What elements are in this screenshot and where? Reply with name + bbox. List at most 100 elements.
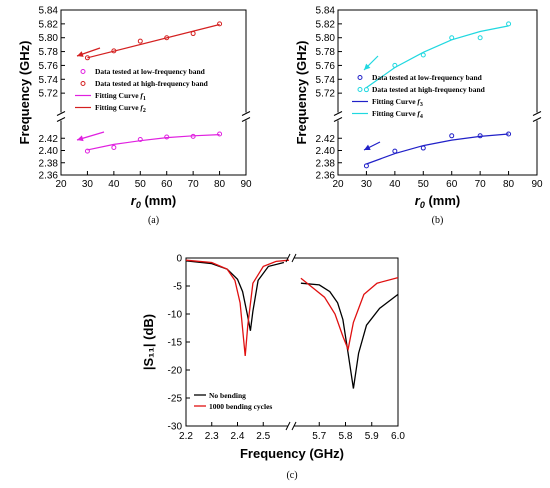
y-tick-label: 2.40 bbox=[316, 146, 336, 157]
axis-break-mark bbox=[285, 253, 291, 263]
legend-label: No bending bbox=[209, 391, 246, 400]
axis-break-gap bbox=[532, 112, 542, 121]
legend-label: Fitting Curve f4 bbox=[372, 109, 423, 120]
axis-break-mark bbox=[333, 117, 343, 122]
legend-label: Fitting Curve f2 bbox=[95, 103, 146, 114]
legend-swatch bbox=[80, 69, 86, 74]
data-point bbox=[137, 136, 143, 142]
y-tick-label: 5.76 bbox=[316, 61, 336, 72]
x-tick-label: 2.3 bbox=[205, 431, 219, 442]
y-tick-label: -15 bbox=[168, 338, 183, 349]
y-tick-label: 5.76 bbox=[39, 61, 59, 72]
data-point bbox=[363, 87, 369, 93]
panel-caption: (a) bbox=[148, 215, 159, 226]
legend-label: 1000 bending cycles bbox=[209, 402, 272, 411]
fit-curve bbox=[87, 23, 220, 59]
y-axis-label: Frequency (GHz) bbox=[294, 40, 309, 144]
fit-curve bbox=[366, 133, 509, 165]
y-tick-label: 5.74 bbox=[316, 75, 336, 86]
y-tick-label: -30 bbox=[168, 422, 183, 433]
y-tick-label: 2.38 bbox=[316, 158, 336, 169]
x-tick-label: 2.2 bbox=[179, 431, 193, 442]
y-tick-label: 5.78 bbox=[39, 47, 59, 58]
y-tick-label: 2.38 bbox=[39, 158, 59, 169]
data-point bbox=[84, 148, 90, 154]
x-tick-label: 5.8 bbox=[339, 431, 353, 442]
trend-arrow-head bbox=[77, 135, 84, 142]
x-tick-label: 90 bbox=[531, 179, 543, 190]
data-point bbox=[392, 148, 398, 154]
axis-break-mark bbox=[291, 253, 297, 263]
x-tick-label: 80 bbox=[214, 179, 226, 190]
data-point bbox=[363, 163, 369, 169]
plot-frame bbox=[60, 9, 247, 176]
s11-curve bbox=[185, 259, 290, 357]
s11-curve bbox=[300, 276, 399, 352]
axis-break-gap bbox=[288, 422, 294, 430]
x-tick-label: 60 bbox=[161, 179, 173, 190]
legend-label: Data tested at low-frequency band bbox=[95, 67, 206, 76]
legend-swatch bbox=[357, 87, 363, 92]
y-tick-label: 0 bbox=[176, 254, 182, 265]
x-tick-label: 40 bbox=[108, 179, 120, 190]
x-tick-label: 20 bbox=[332, 179, 344, 190]
x-tick-label: 60 bbox=[446, 179, 458, 190]
x-tick-label: 30 bbox=[361, 179, 373, 190]
panel-a: 20 30 40 50 60 70 80 90 5.72 5.74 5.76 5.78 5.80 5.82… bbox=[17, 6, 252, 227]
legend-label: Data tested at low-frequency band bbox=[372, 73, 483, 82]
x-tick-label: 6.0 bbox=[391, 431, 405, 442]
panel-b: 20 30 40 50 60 70 80 90 5.72 5.74 5.76 5.78 5.80 5.82… bbox=[294, 6, 543, 227]
plot-frame bbox=[337, 9, 538, 176]
legend-label: Data tested at high-frequency band bbox=[95, 79, 209, 88]
legend-label: Fitting Curve f3 bbox=[372, 97, 423, 108]
x-tick-label: 5.9 bbox=[365, 431, 379, 442]
x-tick-label: 70 bbox=[188, 179, 200, 190]
data-point bbox=[506, 21, 512, 27]
x-tick-label: 5.7 bbox=[312, 431, 326, 442]
axis-break-mark bbox=[56, 111, 66, 116]
data-point bbox=[420, 52, 426, 58]
data-point bbox=[190, 31, 196, 37]
axis-break-mark bbox=[333, 111, 343, 116]
fit-curve bbox=[87, 134, 220, 151]
y-axis-label: |S₁₁| (dB) bbox=[141, 314, 156, 370]
x-tick-label: 30 bbox=[82, 179, 94, 190]
axis-break-mark bbox=[532, 117, 542, 122]
axis-break-mark bbox=[241, 117, 251, 122]
x-axis-label: Frequency (GHz) bbox=[240, 446, 344, 461]
data-point bbox=[420, 145, 426, 151]
y-tick-label: 5.80 bbox=[316, 33, 336, 44]
trend-arrow-head bbox=[364, 144, 371, 150]
y-tick-label: 5.78 bbox=[316, 47, 336, 58]
y-tick-label: 2.40 bbox=[39, 146, 59, 157]
legend-label: Data tested at high-frequency band bbox=[372, 85, 486, 94]
x-tick-label: 40 bbox=[389, 179, 401, 190]
legend-swatch bbox=[80, 81, 86, 86]
y-tick-label: 5.84 bbox=[39, 6, 59, 17]
plot-frame bbox=[185, 257, 399, 427]
legend-label: Fitting Curve f1 bbox=[95, 91, 146, 102]
axis-break-gap bbox=[56, 112, 66, 121]
data-point bbox=[217, 131, 223, 137]
y-tick-label: 2.36 bbox=[316, 171, 336, 182]
x-tick-label: 2.5 bbox=[256, 431, 270, 442]
data-point bbox=[449, 133, 455, 139]
y-tick-label: 2.42 bbox=[316, 134, 336, 145]
axis-break-mark bbox=[241, 111, 251, 116]
axis-break-gap bbox=[288, 254, 294, 262]
x-axis-label: r0 (mm) bbox=[131, 193, 176, 210]
x-tick-label: 2.4 bbox=[231, 431, 245, 442]
axis-break-gap bbox=[333, 112, 343, 121]
data-point bbox=[217, 21, 223, 27]
axis-break-mark bbox=[532, 111, 542, 116]
panel-c: 0 -5 -10 -15 -20 -25 -302.2 2.3 2.4 2.5 5.7 5.8 5.9 6… bbox=[141, 254, 405, 482]
x-tick-label: 20 bbox=[55, 179, 67, 190]
x-axis-label: r0 (mm) bbox=[415, 193, 460, 210]
y-tick-label: 2.36 bbox=[39, 171, 59, 182]
axis-break-gap bbox=[241, 112, 251, 121]
y-tick-label: -25 bbox=[168, 394, 183, 405]
axis-break-mark bbox=[291, 421, 297, 431]
data-point bbox=[137, 38, 143, 44]
y-tick-label: -10 bbox=[168, 310, 183, 321]
y-tick-label: 2.42 bbox=[39, 134, 59, 145]
